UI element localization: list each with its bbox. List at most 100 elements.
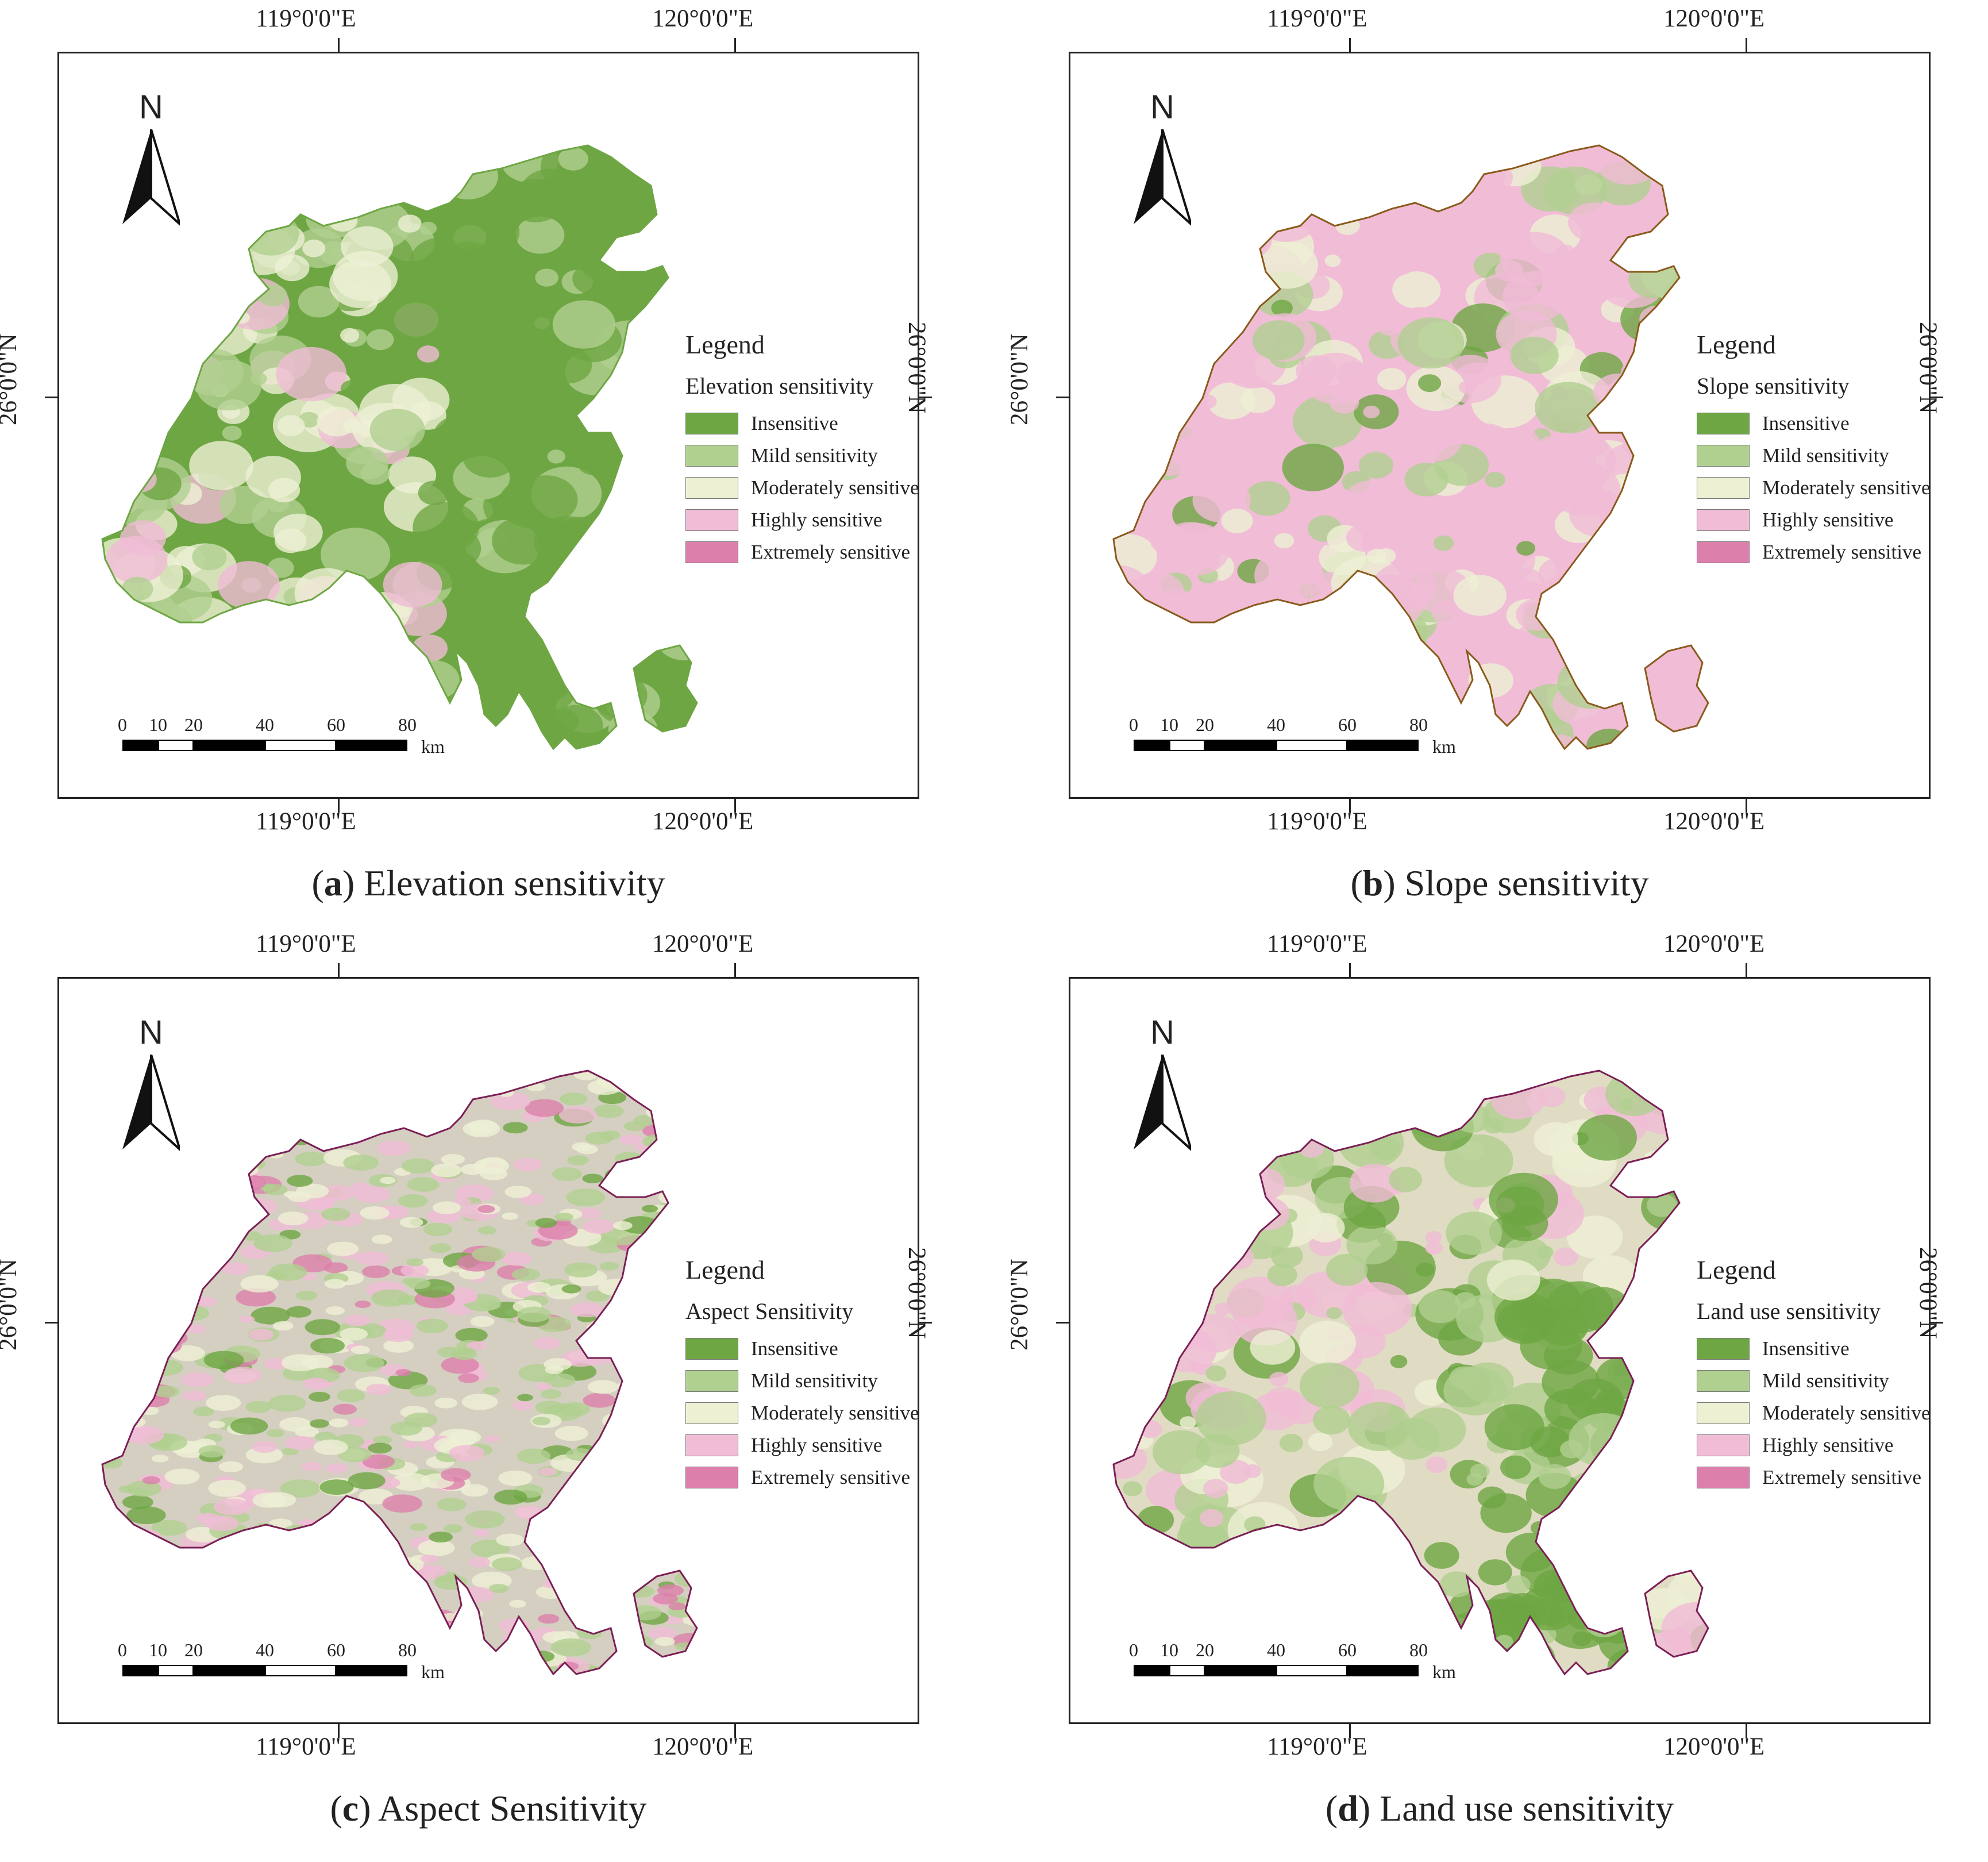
north-arrow-icon <box>1134 129 1191 226</box>
legend-item: Extremely sensitive <box>1697 536 1929 568</box>
legend-swatch <box>1697 1434 1750 1456</box>
panel-letter: c <box>342 1788 359 1829</box>
scale-bar: 0 10 20 40 60 80 km <box>1129 1640 1478 1686</box>
legend-item: Mild sensitivity <box>685 440 918 472</box>
legend: Legend Land use sensitivity Insensitive Mil… <box>1697 1255 1929 1494</box>
lat-label-left: 26°0'0"N <box>1006 333 1033 425</box>
lat-label-right: 26°0'0"N <box>1914 1247 1941 1339</box>
scale-segment <box>1169 740 1205 751</box>
scale-label: 10 <box>149 714 167 735</box>
legend-label: Extremely sensitive <box>1762 1466 1922 1488</box>
legend-label: Extremely sensitive <box>751 1466 911 1488</box>
scale-unit: km <box>1432 736 1456 757</box>
scale-label: 80 <box>1409 1640 1428 1660</box>
lon-label-bottom-left: 119°0'0"E <box>256 1733 356 1760</box>
graticule-tick <box>45 397 57 398</box>
legend-item: Mild sensitivity <box>1697 440 1929 472</box>
lon-label-bottom-left: 119°0'0"E <box>256 808 356 835</box>
scale-segment <box>265 1665 336 1676</box>
graticule-tick <box>734 1724 736 1738</box>
scale-label: 60 <box>1338 1640 1357 1660</box>
legend-swatch <box>1697 445 1750 467</box>
lat-label-right: 26°0'0"N <box>903 322 930 414</box>
scale-segment <box>158 1665 194 1676</box>
map-frame: N Legend Elevation sensitivity Insensitive M… <box>57 52 919 799</box>
north-arrow: N <box>1128 1013 1197 1157</box>
legend-swatch <box>1697 541 1750 563</box>
legend-item: Extremely sensitive <box>1697 1461 1929 1494</box>
legend-item: Highly sensitive <box>1697 1429 1929 1461</box>
legend-subtitle: Land use sensitivity <box>1697 1298 1881 1324</box>
lon-label-top-right: 120°0'0"E <box>652 5 754 32</box>
map-panel-d: N Legend Land use sensitivity Insensitive Mi… <box>1006 925 1988 1839</box>
scale-label: 0 <box>118 1640 127 1660</box>
lon-label-top-right: 120°0'0"E <box>1663 5 1765 32</box>
scale-label: 20 <box>184 714 203 735</box>
legend-swatch <box>685 1370 738 1392</box>
graticule-tick <box>1349 799 1351 813</box>
north-arrow-icon <box>122 1055 180 1151</box>
legend-label: Extremely sensitive <box>751 541 911 563</box>
legend-subtitle: Slope sensitivity <box>1697 373 1850 399</box>
panel-caption: (b) Slope sensitivity <box>1350 863 1649 903</box>
scale-label: 80 <box>398 1640 417 1660</box>
lat-label-right: 26°0'0"N <box>903 1247 930 1339</box>
legend-swatch <box>685 509 738 531</box>
legend-title: Legend <box>1697 1255 1776 1284</box>
scale-segment <box>1205 1665 1276 1676</box>
legend-swatch <box>1697 1370 1750 1392</box>
legend-label: Insensitive <box>1762 412 1850 434</box>
legend-label: Extremely sensitive <box>1762 541 1922 563</box>
region-outline <box>1112 1070 1709 1676</box>
graticule-tick <box>1746 963 1747 977</box>
lon-label-bottom-left: 119°0'0"E <box>1267 808 1367 835</box>
graticule-tick <box>338 38 340 52</box>
graticule-tick <box>734 963 736 977</box>
north-arrow: N <box>117 1013 186 1157</box>
scale-unit: km <box>1432 1661 1456 1682</box>
graticule-tick <box>1056 397 1069 398</box>
legend-label: Highly sensitive <box>1762 509 1894 531</box>
lon-label-bottom-right: 120°0'0"E <box>652 1733 754 1760</box>
legend: Legend Slope sensitivity Insensitive Mild s… <box>1697 329 1931 568</box>
lon-label-top-right: 120°0'0"E <box>1663 930 1765 957</box>
map-frame: N Legend Land use sensitivity Insensitive Mi… <box>1069 977 1931 1724</box>
graticule-tick <box>919 397 932 398</box>
legend-swatch <box>685 445 738 467</box>
legend-label: Moderately sensitive <box>751 476 919 499</box>
scale-label: 20 <box>1196 714 1214 735</box>
panel-letter: b <box>1362 863 1384 903</box>
scale-label: 40 <box>256 714 274 735</box>
legend-item: Extremely sensitive <box>685 536 918 568</box>
north-label: N <box>139 89 163 126</box>
legend-label: Highly sensitive <box>751 1434 883 1456</box>
scale-label: 20 <box>1196 1640 1214 1660</box>
legend-item: Highly sensitive <box>1697 504 1929 536</box>
graticule-tick <box>338 799 340 813</box>
legend-label: Mild sensitivity <box>751 1369 878 1392</box>
scale-label: 20 <box>184 1640 203 1660</box>
panel-letter: d <box>1338 1788 1358 1829</box>
legend-item: Moderately sensitive <box>685 1397 918 1429</box>
scale-segment <box>1276 740 1347 751</box>
graticule-tick <box>734 38 736 52</box>
north-arrow-icon <box>1134 1055 1191 1151</box>
legend-label: Moderately sensitive <box>1762 476 1931 499</box>
legend-label: Insensitive <box>751 412 838 434</box>
lon-label-top-right: 120°0'0"E <box>652 930 754 957</box>
legend-swatch <box>685 477 738 499</box>
map-frame: N Legend Aspect Sensitivity Insensitive Mild… <box>57 977 919 1724</box>
legend-swatch <box>685 1338 738 1360</box>
scale-label: 60 <box>327 1640 345 1660</box>
map-panel-b: N Legend Slope sensitivity Insensitive Mild … <box>1006 0 1988 914</box>
legend-item: Mild sensitivity <box>1697 1365 1929 1397</box>
panel-caption: (a) Elevation sensitivity <box>311 863 665 903</box>
graticule-tick <box>338 1724 340 1738</box>
scale-segment <box>1134 1665 1169 1676</box>
panel-caption-text: Elevation sensitivity <box>355 863 665 903</box>
graticule-tick <box>1746 799 1747 813</box>
scale-segment <box>122 1665 158 1676</box>
region-outline <box>101 144 698 751</box>
panel-letter: a <box>323 863 342 903</box>
scale-bar: 0 10 20 40 60 80 km <box>1129 714 1478 760</box>
